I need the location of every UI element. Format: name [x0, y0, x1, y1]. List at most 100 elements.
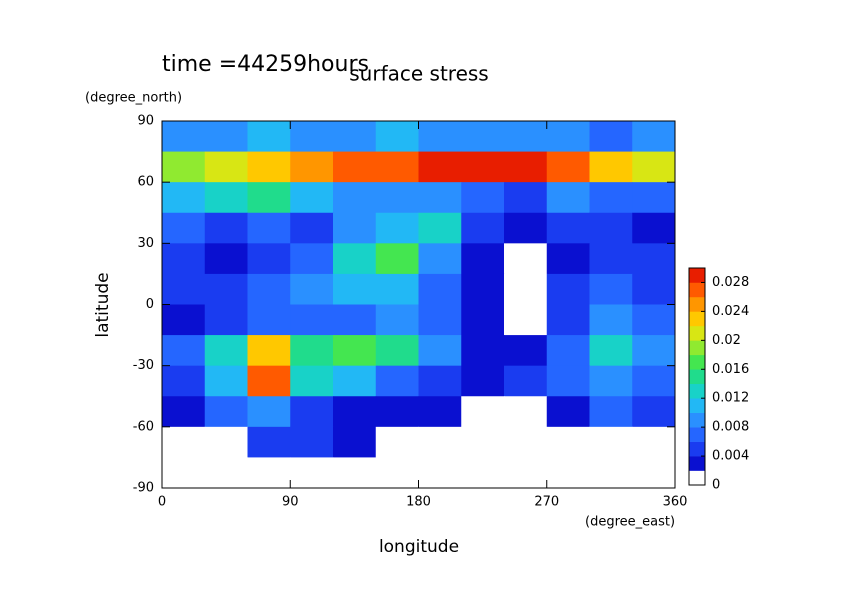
field-cell — [504, 396, 548, 428]
field-cell — [589, 426, 633, 458]
field-cell — [290, 121, 334, 153]
field-cell — [461, 426, 505, 458]
field-cell — [290, 426, 334, 458]
field-cell — [632, 335, 676, 367]
field-cell — [247, 212, 291, 244]
field-cell — [333, 151, 377, 183]
field-cell — [247, 304, 291, 336]
field-cell — [632, 151, 676, 183]
field-cell — [290, 273, 334, 305]
field-cell — [247, 457, 291, 489]
field-cell — [504, 243, 548, 275]
field-cell — [204, 335, 248, 367]
field-cell — [204, 457, 248, 489]
field-cell — [418, 151, 462, 183]
field-cell — [333, 335, 377, 367]
x-tick-label: 270 — [534, 495, 559, 510]
y-tick-label: -60 — [133, 419, 154, 434]
x-unit: (degree_east) — [585, 515, 675, 530]
field-cell — [162, 151, 206, 183]
field-cell — [589, 365, 633, 397]
colorbar-tick-label: 0.004 — [712, 449, 749, 464]
colorbar-band — [689, 268, 705, 283]
field-cell — [204, 121, 248, 153]
field-cell — [290, 212, 334, 244]
colorbar-band — [689, 383, 705, 399]
field-cell — [290, 365, 334, 397]
field-cell — [333, 182, 377, 214]
field-cell — [589, 457, 633, 489]
field-cell — [589, 151, 633, 183]
field-cell — [333, 273, 377, 305]
field-cell — [504, 304, 548, 336]
field-cell — [204, 365, 248, 397]
colorbar-tick-label: 0.02 — [712, 333, 741, 348]
field-cell — [162, 365, 206, 397]
field-cell — [461, 121, 505, 153]
colorbar-band — [689, 441, 705, 457]
field-cell — [333, 426, 377, 458]
field-cell — [333, 121, 377, 153]
field-cell — [290, 304, 334, 336]
field-cell — [589, 304, 633, 336]
field-cell — [546, 273, 590, 305]
field-cell — [546, 243, 590, 275]
field-cell — [375, 365, 419, 397]
field-cell — [375, 335, 419, 367]
field-cell — [632, 396, 676, 428]
y-tick-label: -30 — [133, 358, 154, 373]
x-tick-label: 90 — [282, 495, 299, 510]
field-cell — [461, 365, 505, 397]
field-cell — [162, 273, 206, 305]
field-cell — [375, 304, 419, 336]
chart-title: surface stress — [349, 62, 488, 86]
field-cell — [333, 243, 377, 275]
colorbar-tick-label: 0.024 — [712, 304, 749, 319]
field-cell — [290, 396, 334, 428]
field-cell — [461, 243, 505, 275]
x-tick-label: 0 — [158, 495, 166, 510]
field-cell — [589, 273, 633, 305]
field-cell — [632, 457, 676, 489]
field-cell — [418, 457, 462, 489]
colorbar-band — [689, 282, 705, 298]
colorbar-frame — [688, 267, 706, 486]
y-tick-label: 60 — [137, 175, 154, 190]
field-cell — [162, 457, 206, 489]
colorbar-band — [689, 311, 705, 327]
field-cell — [504, 457, 548, 489]
field-cell — [247, 182, 291, 214]
field-cell — [290, 457, 334, 489]
field-cell — [418, 212, 462, 244]
field-cell — [290, 335, 334, 367]
field-cell — [546, 457, 590, 489]
field-cell — [546, 304, 590, 336]
field-cell — [546, 121, 590, 153]
field-cell — [204, 304, 248, 336]
field-cell — [247, 121, 291, 153]
field-cell — [247, 243, 291, 275]
field-cell — [504, 182, 548, 214]
field-cell — [632, 273, 676, 305]
field-cell — [375, 212, 419, 244]
field-cell — [504, 151, 548, 183]
colorbar-band — [689, 369, 705, 385]
field-cell — [375, 457, 419, 489]
field-cell — [418, 243, 462, 275]
field-cell — [162, 335, 206, 367]
field-cell — [333, 396, 377, 428]
field-cell — [204, 396, 248, 428]
field-cell — [162, 212, 206, 244]
field-cell — [204, 212, 248, 244]
field-cell — [546, 426, 590, 458]
field-cell — [375, 151, 419, 183]
field-cell — [247, 396, 291, 428]
field-cell — [546, 212, 590, 244]
field-cell — [247, 151, 291, 183]
field-cell — [589, 396, 633, 428]
field-cell — [204, 151, 248, 183]
field-cell — [632, 243, 676, 275]
field-cell — [418, 426, 462, 458]
field-cell — [162, 243, 206, 275]
field-cell — [546, 335, 590, 367]
